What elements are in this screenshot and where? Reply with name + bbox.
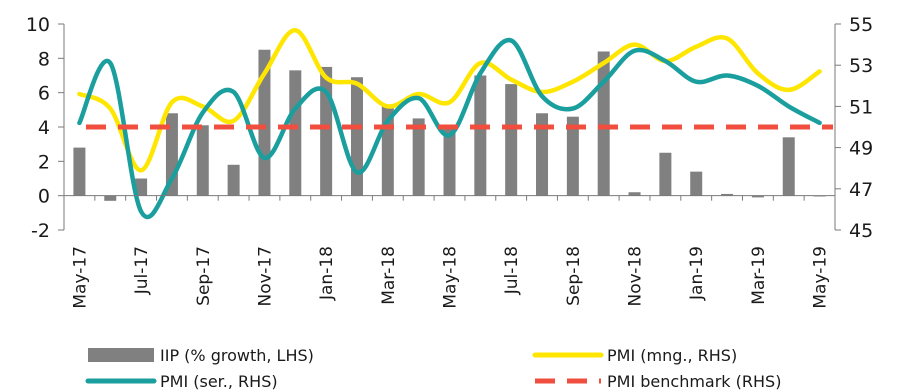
left-tick-label: 4: [38, 117, 50, 139]
pmi-ser-line: [77, 37, 822, 220]
right-tick-label: 53: [849, 55, 873, 77]
iip-bar-Jan-19: [690, 171, 703, 196]
chart-legend: IIP (% growth, LHS) PMI (mng., RHS) PMI (s…: [85, 346, 781, 391]
iip-bar-Nov-18: [628, 192, 641, 196]
x-tick-label: Jan-18: [317, 246, 337, 301]
x-tick-label: Jan-19: [687, 246, 707, 301]
left-tick-label: -2: [31, 220, 50, 242]
right-tick-label: 51: [849, 96, 873, 118]
legend-label: PMI (mng., RHS): [607, 346, 737, 365]
legend-label: PMI benchmark (RHS): [607, 372, 781, 391]
legend-pmi-benchmark: PMI benchmark (RHS): [535, 372, 781, 391]
left-axis-ticks: -2 0 2 4 6 8 10: [26, 14, 64, 242]
x-tick-label: Nov-18: [626, 246, 646, 307]
legend-pmi-ser: PMI (ser., RHS): [85, 372, 278, 391]
right-axis-ticks: 45 47 49 51 53 55: [835, 14, 873, 242]
legend-label: IIP (% growth, LHS): [160, 346, 314, 365]
iip-bar-Feb-19: [721, 193, 734, 196]
iip-bar-Apr-19: [782, 137, 795, 196]
legend-swatch: [88, 348, 154, 362]
x-tick-label: Mar-19: [749, 246, 769, 305]
iip-bar-Oct-18: [597, 51, 610, 196]
x-axis-ticks: May-17 Jul-17 Sep-17 Nov-17 Jan-18 Mar-18 May-…: [63, 195, 836, 309]
x-tick-label: May-19: [811, 246, 831, 309]
x-tick-label: Nov-17: [255, 246, 275, 307]
right-tick-label: 55: [849, 14, 873, 36]
x-tick-label: Sep-17: [194, 246, 214, 306]
iip-bar-May-17: [73, 147, 86, 196]
iip-bar-Mar-19: [751, 195, 764, 198]
iip-bar-Jan-18: [320, 66, 333, 196]
left-tick-label: 10: [26, 14, 50, 36]
legend-pmi-mng: PMI (mng., RHS): [532, 346, 737, 365]
legend-label: PMI (ser., RHS): [160, 372, 278, 391]
iip-bar-Dec-18: [659, 152, 672, 196]
left-tick-label: 0: [38, 186, 50, 208]
legend-iip: IIP (% growth, LHS): [88, 346, 314, 365]
right-tick-label: 45: [849, 220, 873, 242]
iip-bar-Apr-18: [412, 118, 425, 196]
iip-bar-Sep-18: [566, 116, 579, 196]
x-tick-label: Mar-18: [379, 246, 399, 305]
x-tick-label: Sep-18: [564, 246, 584, 306]
iip-bar-Jul-18: [505, 84, 518, 196]
x-tick-label: May-18: [441, 246, 461, 309]
iip-bar-Dec-17: [289, 70, 302, 196]
iip-bar-Aug-18: [536, 113, 549, 196]
x-tick-label: May-17: [70, 246, 90, 309]
x-tick-label: Jul-17: [132, 246, 152, 295]
left-tick-label: 6: [38, 83, 50, 105]
iip-bar-Jun-18: [474, 75, 487, 196]
right-tick-label: 49: [849, 138, 873, 160]
iip-bar-Jun-17: [104, 195, 117, 201]
pmi-lines: [77, 27, 833, 220]
pmi-mng-line: [77, 27, 822, 173]
left-tick-label: 2: [38, 151, 50, 173]
iip-bar-Sep-17: [196, 125, 209, 196]
left-tick-label: 8: [38, 48, 50, 70]
iip-bar-May-18: [443, 128, 456, 196]
x-tick-label: Jul-18: [502, 246, 522, 295]
iip-bar-Oct-17: [227, 164, 240, 196]
right-tick-label: 47: [849, 179, 873, 201]
iip-bar-Jul-17: [135, 178, 148, 196]
iip-bar-Feb-18: [350, 77, 363, 196]
